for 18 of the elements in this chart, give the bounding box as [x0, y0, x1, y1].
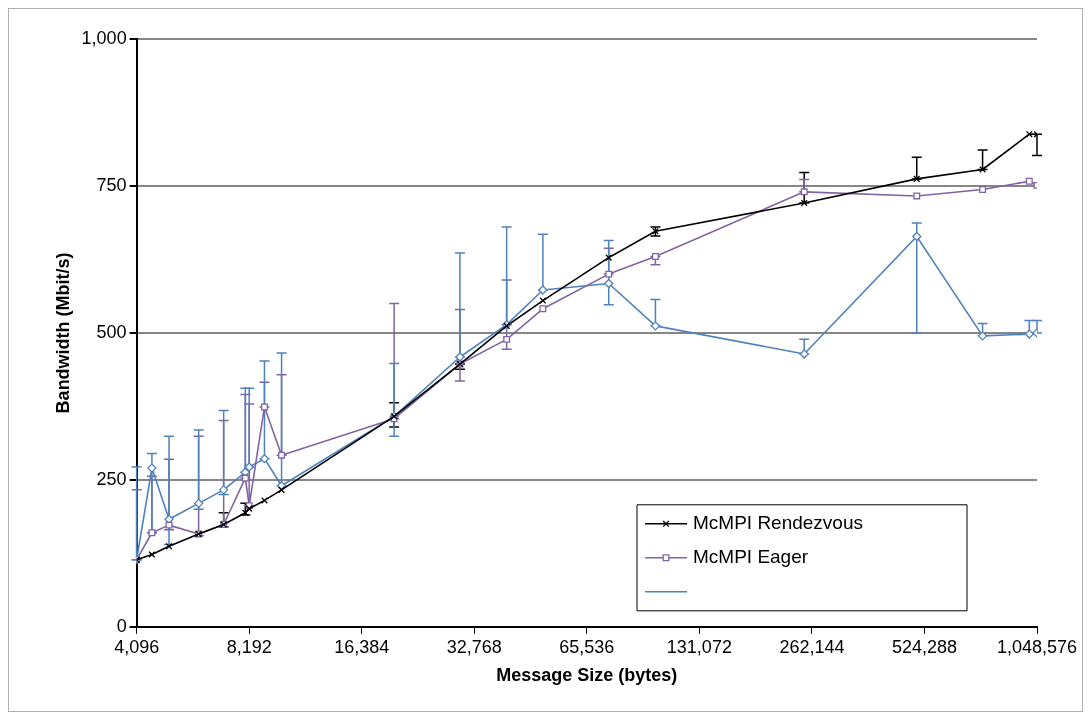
x-tick-label: 524,288: [891, 636, 957, 657]
y-tick-label: 750: [96, 174, 127, 195]
x-tick-label: 65,536: [559, 636, 615, 657]
legend-label: McMPI Eager: [693, 546, 809, 568]
y-tick-label: 1,000: [81, 27, 127, 48]
legend-label: McMPI Rendezvous: [693, 512, 864, 534]
x-tick-label: 4,096: [114, 636, 160, 657]
x-tick-label: 1,048,576: [996, 636, 1078, 657]
x-tick-label: 8,192: [226, 636, 272, 657]
y-axis-title: Bandwidth (Mbit/s): [52, 252, 73, 414]
x-tick-label: 32,768: [446, 636, 502, 657]
x-tick-label: 131,072: [666, 636, 732, 657]
y-tick-label: 250: [96, 468, 127, 489]
x-axis-title: Message Size (bytes): [496, 665, 678, 686]
y-tick-label: 500: [96, 321, 127, 342]
x-tick-label: 262,144: [779, 636, 845, 657]
x-tick-label: 16,384: [334, 636, 390, 657]
y-tick-label: 0: [116, 615, 127, 636]
